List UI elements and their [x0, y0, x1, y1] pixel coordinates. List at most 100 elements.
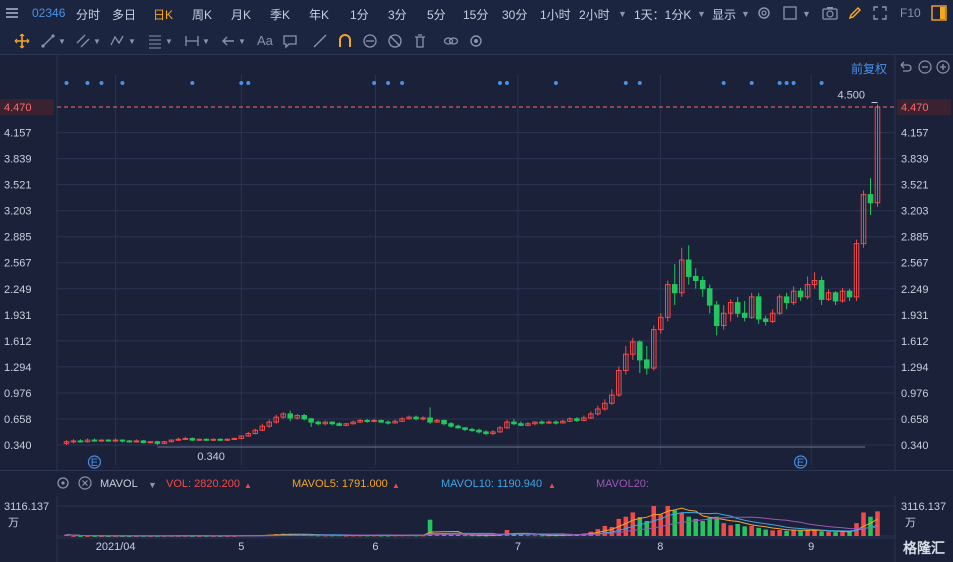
candle-body — [567, 418, 573, 422]
candle-body — [720, 312, 727, 327]
chevron-down-icon[interactable]: ▼ — [802, 9, 811, 19]
hide-icon[interactable] — [387, 33, 403, 49]
price-chart[interactable]: 4.470 4.470 4.157 4.157 3.839 3.839 3.521 3.521… — [0, 55, 953, 470]
gear-icon[interactable] — [56, 476, 70, 490]
f10-button[interactable]: F10 — [900, 6, 921, 20]
volume-bar — [539, 535, 545, 537]
price-tick-left: 2.567 — [4, 258, 32, 270]
vol-value: VOL: 2820.200 — [166, 478, 241, 490]
volume-chart[interactable]: 3116.137 万 3116.137 万 2021/04 5 6 7 8 9 — [0, 496, 953, 562]
candle-body — [804, 284, 811, 298]
chevron-down-icon[interactable]: ▼ — [238, 37, 246, 46]
tab-intraday[interactable]: 分时 — [76, 8, 101, 22]
candle-body — [252, 429, 259, 435]
volume-bar — [707, 517, 712, 536]
fibonacci-icon[interactable] — [147, 33, 163, 49]
tab-30min[interactable]: 30分 — [502, 8, 528, 22]
tab-5min[interactable]: 5分 — [427, 8, 446, 22]
volume-bar — [819, 531, 824, 536]
candle-body — [706, 288, 713, 306]
chevron-down-icon[interactable]: ▼ — [165, 37, 173, 46]
wave-icon[interactable] — [110, 33, 126, 49]
tab-1min[interactable]: 1分 — [350, 8, 369, 22]
checkbox-icon[interactable] — [782, 5, 798, 21]
chevron-down-icon[interactable]: ▼ — [58, 37, 66, 46]
chevron-down-icon[interactable]: ▼ — [148, 480, 157, 490]
volume-bar — [749, 525, 754, 536]
volume-bar — [483, 535, 489, 537]
fullscreen-icon[interactable] — [872, 5, 888, 21]
crosshair-icon[interactable] — [14, 33, 30, 49]
event-dots — [64, 81, 824, 85]
chevron-down-icon[interactable]: ▼ — [697, 9, 706, 19]
tab-3min[interactable]: 3分 — [388, 8, 407, 22]
volume-bar — [693, 518, 698, 536]
chevron-down-icon[interactable]: ▼ — [128, 37, 136, 46]
zoom-in-icon[interactable] — [936, 60, 950, 74]
chevron-down-icon[interactable]: ▼ — [741, 9, 750, 19]
settings-icon[interactable] — [468, 33, 484, 49]
tab-15min[interactable]: 15分 — [463, 8, 489, 22]
tab-2hour[interactable]: 2小时 — [579, 8, 610, 22]
comment-icon[interactable] — [282, 33, 298, 49]
lock-icon[interactable] — [362, 33, 378, 49]
x-tick-label: 2021/04 — [96, 541, 136, 553]
candle-body — [671, 284, 678, 294]
candle-body — [441, 419, 447, 425]
candle-body — [266, 421, 273, 427]
volume-bar — [658, 514, 664, 536]
menu-icon[interactable] — [4, 5, 20, 21]
volume-bar — [777, 530, 782, 536]
candle-body — [825, 292, 832, 300]
volume-bar — [616, 518, 622, 536]
volume-bar — [812, 530, 817, 536]
candle-body — [287, 413, 293, 419]
trend-line-icon[interactable] — [40, 33, 56, 49]
volume-bar — [85, 535, 90, 537]
volume-max-left: 3116.137 — [4, 501, 49, 513]
volume-bar — [742, 526, 747, 536]
candle-body — [112, 439, 119, 442]
volume-bar — [609, 527, 615, 536]
candle-body — [413, 416, 419, 420]
chevron-down-icon[interactable]: ▼ — [93, 37, 101, 46]
link-icon[interactable] — [443, 33, 459, 49]
adjust-mode[interactable]: 前复权 — [850, 62, 887, 76]
magnet-icon[interactable] — [337, 33, 353, 49]
tab-1hour[interactable]: 1小时 — [540, 8, 571, 22]
chevron-down-icon[interactable]: ▼ — [618, 9, 627, 19]
tab-monthly-k[interactable]: 月K — [231, 8, 252, 22]
undo-icon[interactable] — [898, 60, 912, 74]
text-tool-icon[interactable]: Aa — [257, 33, 273, 48]
candle-body — [77, 440, 84, 443]
tab-yearly-k[interactable]: 年K — [309, 8, 330, 22]
volume-indicator-name[interactable]: MAVOL — [100, 478, 138, 490]
candle-body — [217, 438, 224, 441]
gear-icon[interactable] — [756, 5, 772, 21]
candle-body — [273, 416, 280, 423]
measure-icon[interactable] — [184, 33, 200, 49]
event-dot — [246, 81, 251, 85]
volume-bar — [322, 535, 328, 537]
stock-code[interactable]: 02346 — [32, 6, 66, 20]
event-dot — [239, 81, 244, 85]
tab-daily-k[interactable]: 日K — [153, 8, 174, 22]
channel-icon[interactable] — [75, 33, 91, 49]
tab-weekly-k[interactable]: 周K — [192, 8, 213, 22]
tab-multi-day[interactable]: 多日 — [112, 8, 137, 22]
price-tick-right: 3.203 — [901, 206, 929, 218]
pencil-icon[interactable] — [847, 5, 863, 21]
tab-quarterly-k[interactable]: 季K — [270, 8, 291, 22]
ruler-icon[interactable] — [312, 33, 328, 49]
close-icon[interactable] — [78, 476, 92, 490]
chevron-down-icon[interactable]: ▼ — [202, 37, 210, 46]
volume-unit-left: 万 — [8, 517, 19, 529]
zoom-out-icon[interactable] — [918, 60, 932, 74]
tab-custom-period[interactable]: 1天：1分K — [634, 8, 692, 22]
panel-toggle-icon[interactable] — [931, 5, 947, 21]
trash-icon[interactable] — [412, 33, 428, 49]
event-dot — [120, 81, 125, 85]
arrow-left-icon[interactable] — [220, 33, 236, 49]
camera-icon[interactable] — [822, 5, 838, 21]
display-menu[interactable]: 显示 — [712, 8, 737, 22]
